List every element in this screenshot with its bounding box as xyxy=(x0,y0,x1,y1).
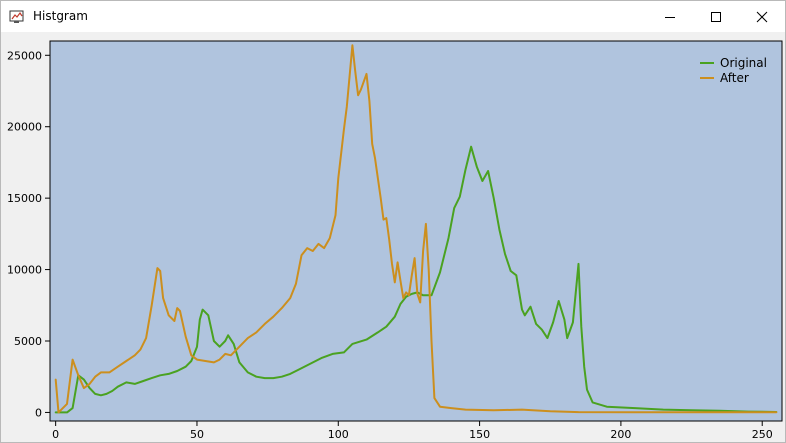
window-title: Histgram xyxy=(33,9,88,23)
x-tick-label: 50 xyxy=(190,428,204,441)
histogram-chart: 0 5000 10000 15000 20000 25000 0 50 100 150 200 250… xyxy=(7,40,783,441)
y-tick-label: 25000 xyxy=(7,49,42,62)
y-tick-label: 5000 xyxy=(14,335,42,348)
x-tick-label: 0 xyxy=(52,428,59,441)
legend-label-after: After xyxy=(720,71,749,85)
y-tick-label: 0 xyxy=(35,406,42,419)
y-tick-label: 15000 xyxy=(7,192,42,205)
maximize-icon xyxy=(711,11,721,22)
series-line-after xyxy=(54,44,778,414)
x-tick-label: 250 xyxy=(752,428,773,441)
x-tick-label: 200 xyxy=(610,428,631,441)
plot-area xyxy=(49,40,783,422)
x-tick-label: 100 xyxy=(328,428,349,441)
minimize-icon xyxy=(665,16,675,18)
app-chart-icon xyxy=(9,10,24,23)
minimize-button[interactable] xyxy=(647,1,693,32)
y-tick-label: 20000 xyxy=(7,121,42,134)
legend-label-original: Original xyxy=(720,56,767,70)
maximize-button[interactable] xyxy=(693,1,739,32)
y-tick-label: 10000 xyxy=(7,264,42,277)
x-tick-label: 150 xyxy=(469,428,490,441)
close-button[interactable] xyxy=(739,1,785,32)
chart-area: 0 5000 10000 15000 20000 25000 0 50 100 150 200 250… xyxy=(1,32,785,442)
close-icon xyxy=(756,11,768,22)
series-line-original xyxy=(54,145,778,414)
title-bar[interactable]: Histgram xyxy=(1,1,785,32)
